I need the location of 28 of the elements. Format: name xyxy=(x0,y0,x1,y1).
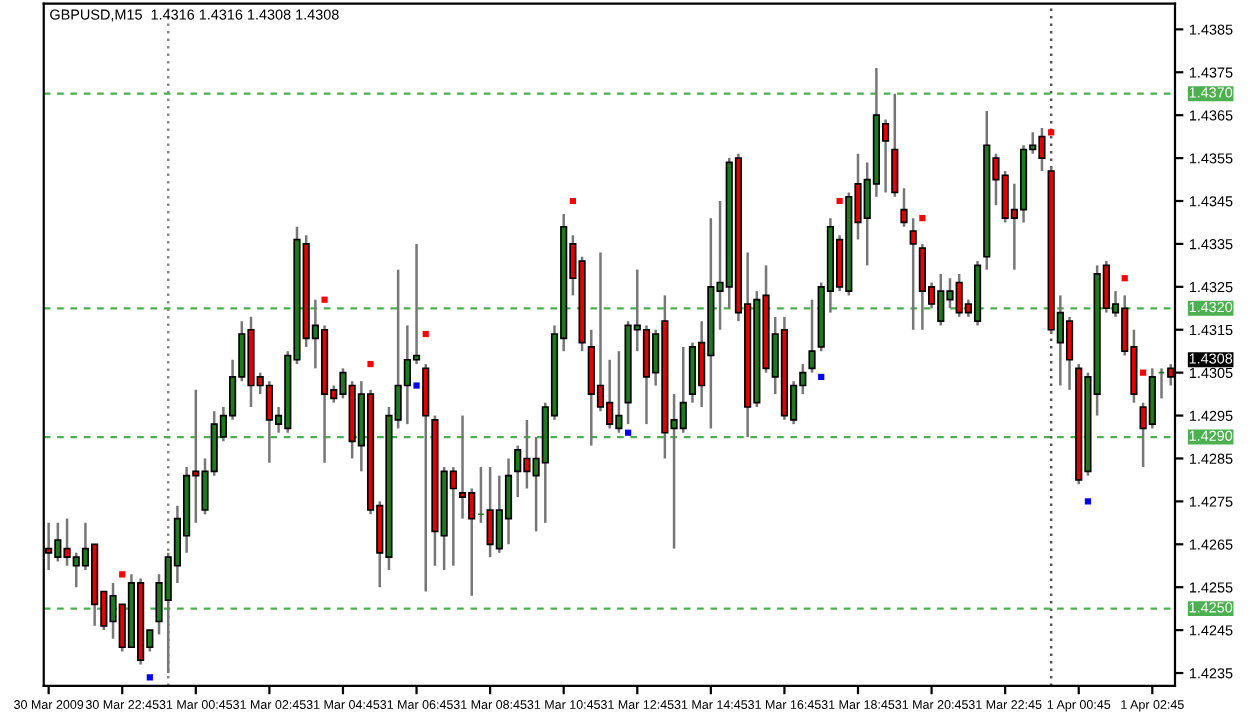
candlestick xyxy=(449,465,457,567)
candlestick xyxy=(504,457,513,546)
candlestick xyxy=(1148,367,1156,430)
candlestick xyxy=(891,92,899,198)
point xyxy=(413,382,420,389)
candlestick xyxy=(1065,315,1074,392)
point xyxy=(1084,498,1092,505)
point xyxy=(624,429,632,436)
point xyxy=(1121,275,1128,282)
point xyxy=(569,197,576,205)
point xyxy=(367,360,374,368)
candlestick xyxy=(514,444,522,499)
candlestick xyxy=(458,414,467,520)
point xyxy=(422,330,429,338)
candlestick xyxy=(642,324,651,426)
point xyxy=(1048,129,1055,136)
point xyxy=(818,373,825,381)
candlestick xyxy=(900,186,908,228)
candlestick xyxy=(688,341,697,404)
candlestick xyxy=(422,362,430,593)
candlestick xyxy=(808,298,816,374)
point xyxy=(119,571,126,578)
point xyxy=(836,197,843,205)
point xyxy=(146,674,153,681)
point xyxy=(919,215,926,222)
point xyxy=(321,296,328,303)
point xyxy=(1140,369,1147,376)
candlestick xyxy=(909,216,917,331)
